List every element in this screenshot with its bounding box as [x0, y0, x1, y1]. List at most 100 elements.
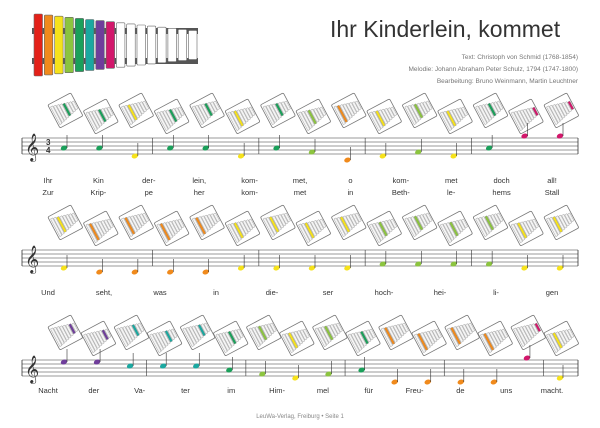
- lyric-syllable: kom-: [241, 176, 258, 185]
- note-head: [521, 133, 528, 139]
- lyric-syllable: hoch-: [375, 288, 394, 297]
- note-head: [96, 145, 103, 151]
- note-head: [202, 145, 209, 151]
- xylophone-icon: [543, 320, 579, 356]
- lyric-syllable: Krip-: [90, 188, 106, 197]
- xylophone-icon: [83, 210, 119, 246]
- xylophone-icon: [189, 92, 225, 128]
- lyric-syllable: li-: [493, 288, 499, 297]
- note-head: [523, 355, 531, 361]
- note-head: [379, 261, 387, 267]
- xylophone-icon: [508, 98, 544, 134]
- note-head: [556, 133, 564, 139]
- publisher-footer: LeuWa-Verlag, Freiburg • Seite 1: [256, 414, 344, 420]
- lyric-syllable: mel: [317, 386, 329, 395]
- xylophone-icon: [473, 92, 508, 128]
- xylophone-icon: [180, 314, 216, 350]
- note-head: [485, 145, 493, 151]
- lyric-syllable: der-: [142, 176, 156, 185]
- lyric-syllable: le-: [447, 188, 456, 197]
- xylophone-icon: [312, 314, 348, 350]
- note-head: [131, 153, 139, 159]
- xylophone-icon: [83, 98, 119, 134]
- xylophone-icon: [260, 204, 296, 240]
- xylophone-icon: [118, 204, 154, 240]
- note-head: [292, 375, 299, 381]
- xylophone-icon: [279, 320, 315, 356]
- logo-bar: [64, 17, 74, 74]
- note-head: [490, 379, 498, 385]
- logo-bar: [157, 26, 167, 64]
- lyric-syllable: Nacht: [38, 386, 59, 395]
- note-head: [126, 363, 134, 369]
- lyric-syllable: kom-: [241, 188, 258, 197]
- xylophone-icon: [331, 204, 367, 240]
- lyric-syllable: met: [445, 176, 458, 185]
- xylophone-icon: [543, 204, 579, 240]
- xylophone-icon: [260, 92, 296, 128]
- lyric-syllable: Him-: [269, 386, 285, 395]
- xylophone-icon: [47, 204, 83, 240]
- note-head: [308, 149, 316, 155]
- music-system: 𝄞 34 Ihr Kin der-lein, kom-met, o kom-met doch al…: [21, 92, 579, 197]
- lyric-syllable: her: [194, 188, 205, 197]
- lyric-syllable: uns: [500, 386, 512, 395]
- logo-bar: [85, 19, 95, 71]
- credits: Text: Christoph von Schmid (1768-1854) M…: [409, 52, 578, 88]
- lyric-syllable: met,: [293, 176, 308, 185]
- music-system: 𝄞 Und seht, was in die-ser hoch-hei-li-gen: [21, 204, 579, 297]
- note-head: [60, 145, 68, 151]
- lyric-syllable: im: [227, 386, 235, 395]
- lyric-syllable: met: [294, 188, 307, 197]
- xylophone-icon: [510, 314, 546, 350]
- xylophone-icon: [114, 314, 149, 350]
- xylophone-icon: [543, 92, 579, 128]
- logo-bar: [105, 21, 115, 69]
- note-head: [415, 261, 422, 267]
- note-head: [237, 153, 245, 159]
- xylophone-icon: [295, 98, 331, 134]
- xylophone-icon: [378, 314, 414, 350]
- note-head: [193, 363, 200, 369]
- lyric-syllable: gen: [546, 288, 559, 297]
- logo-bar: [33, 13, 43, 77]
- xylophone-icon: [473, 204, 508, 240]
- xylophone-icon: [411, 320, 447, 356]
- xylophone-icon: [154, 98, 190, 134]
- note-head: [202, 269, 209, 275]
- xylophone-icon: [189, 204, 225, 240]
- note-head: [93, 359, 101, 365]
- note-head: [521, 265, 528, 271]
- lyric-syllable: Kin: [93, 176, 104, 185]
- note-head: [450, 153, 457, 159]
- note-head: [457, 379, 465, 385]
- xylophone-icon: [366, 210, 402, 246]
- note-head: [308, 265, 316, 271]
- xylophone-icon: [213, 320, 249, 356]
- xylophone-icon: [402, 92, 438, 128]
- xylophone-icon: [402, 204, 438, 240]
- note-head: [237, 265, 245, 271]
- note-head: [167, 269, 174, 275]
- xylophone-icon: [154, 210, 190, 246]
- xylophone-icon: [477, 320, 513, 356]
- time-signature: 3: [46, 138, 51, 147]
- time-signature: 4: [46, 146, 51, 155]
- xylophone-logo: [32, 13, 198, 77]
- xylophone-icon: [246, 314, 282, 350]
- xylophone-icon: [444, 314, 480, 350]
- logo-bar: [44, 14, 54, 76]
- song-title: Ihr Kinderlein, kommet: [330, 16, 561, 42]
- xylophone-icon: [225, 210, 260, 246]
- music-system: 𝄞 Nacht der Va-ter im Him-mel für Freu-de uns mac…: [21, 314, 579, 395]
- lyric-syllable: Freu-: [406, 386, 424, 395]
- lyric-syllable: doch: [493, 176, 509, 185]
- lyric-syllable: Va-: [134, 386, 146, 395]
- lyric-syllable: Zur: [42, 188, 54, 197]
- note-head: [60, 359, 68, 365]
- note-head: [556, 375, 564, 381]
- logo-bar: [177, 29, 187, 61]
- treble-clef: 𝄞: [25, 133, 39, 162]
